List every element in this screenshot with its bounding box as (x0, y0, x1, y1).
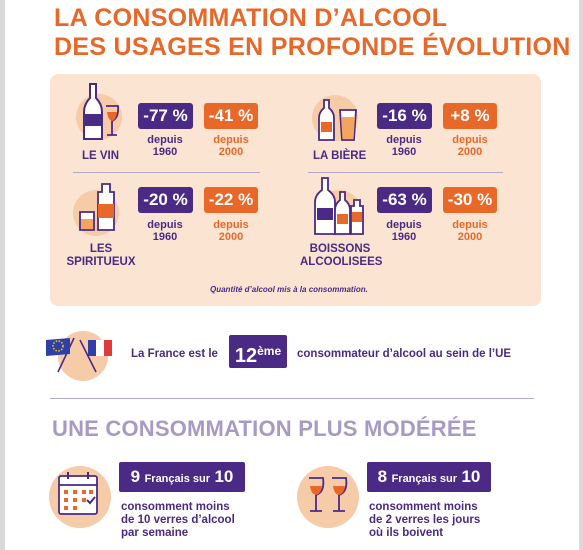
wine-bottle-glass-icon (83, 83, 120, 140)
title-line-2: DES USAGES EN PROFONDE ÉVOLUTION (54, 33, 571, 61)
page-title: LA CONSOMMATION D’ALCOOL DES USAGES EN P… (54, 4, 574, 62)
category-spirits-label: LES SPIRITUEUX (66, 243, 136, 268)
window-frame-right (579, 0, 583, 550)
spirits-since-2000-caption: depuis 2000 (213, 219, 249, 243)
category-wine-label: LE VIN (82, 150, 120, 162)
mixed-bottles-icon (314, 177, 364, 235)
ranking-text-before: La France est le (131, 348, 218, 360)
title-line-1: LA CONSOMMATION D’ALCOOL (54, 4, 448, 32)
wine-since-2000-caption: depuis 2000 (213, 134, 249, 158)
stat-8-of-10-badge: 8 Français sur 10 (367, 462, 491, 492)
wine-since-1960-badge: -77 % (138, 103, 193, 129)
spirits-since-1960-caption: depuis 1960 (147, 219, 183, 243)
calendar-icon (58, 472, 98, 515)
mixed-since-1960-caption: depuis 1960 (386, 219, 422, 243)
beer-since-2000-caption: depuis 2000 (452, 134, 488, 158)
beer-bottle-glass-icon (318, 99, 357, 141)
stat-9-of-10-description: consomment moins de 10 verres d’alcool par… (121, 501, 235, 539)
spirits-since-1960-badge: -20 % (138, 187, 193, 213)
eu-france-flags-icon (46, 337, 112, 373)
category-mixed-label: BOISSONS ALCOOLISEES (300, 243, 383, 268)
stat-9-of-10-badge: 9 Français sur 10 (119, 462, 245, 492)
beer-since-1960-badge: -16 % (377, 103, 432, 129)
category-beer-label: LA BIÈRE (313, 150, 367, 162)
section-divider (50, 398, 534, 399)
ranking-text-after: consommateur d’alcool au sein de l’UE (297, 348, 512, 360)
section-subtitle: UNE CONSOMMATION PLUS MODÉRÉE (52, 416, 477, 441)
stat-8-of-10-description: consomment moins de 2 verres les jours où … (369, 501, 481, 539)
panel-divider-right (308, 172, 503, 173)
wine-glasses-icon-circle (297, 466, 359, 528)
beer-since-1960-caption: depuis 1960 (386, 134, 422, 158)
wine-since-1960-caption: depuis 1960 (147, 134, 183, 158)
wine-glasses-icon (309, 477, 348, 512)
mixed-since-1960-badge: -63 % (377, 187, 432, 213)
window-frame-left (0, 0, 5, 550)
mixed-since-2000-badge: -30 % (443, 187, 497, 213)
panel-footnote: Quantité d’alcool mis à la consommation. (210, 285, 368, 294)
panel-divider-left (73, 172, 260, 173)
spirits-bottle-glass-icon (79, 183, 115, 231)
wine-since-2000-badge: -41 % (204, 103, 258, 129)
spirits-since-2000-badge: -22 % (204, 187, 258, 213)
mixed-since-2000-caption: depuis 2000 (452, 219, 488, 243)
beer-since-2000-badge: +8 % (443, 103, 497, 129)
ranking-badge: 12ème (229, 335, 287, 368)
